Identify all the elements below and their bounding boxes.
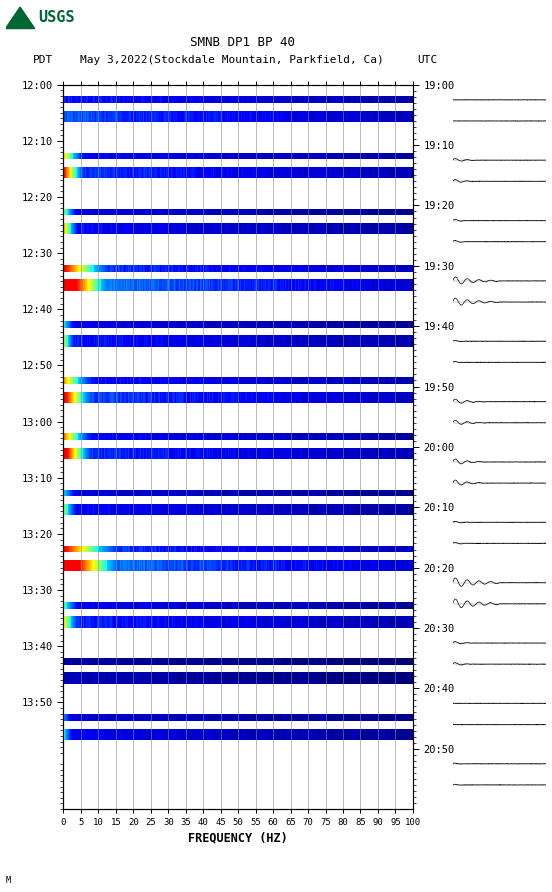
X-axis label: FREQUENCY (HZ): FREQUENCY (HZ) bbox=[188, 831, 288, 844]
Text: SMNB DP1 BP 40: SMNB DP1 BP 40 bbox=[190, 37, 295, 49]
Text: May 3,2022(Stockdale Mountain, Parkfield, Ca): May 3,2022(Stockdale Mountain, Parkfield… bbox=[80, 54, 384, 65]
Polygon shape bbox=[6, 7, 35, 29]
Text: PDT: PDT bbox=[33, 54, 54, 65]
Text: UTC: UTC bbox=[417, 54, 437, 65]
Text: USGS: USGS bbox=[39, 11, 75, 25]
Text: M: M bbox=[6, 876, 10, 885]
